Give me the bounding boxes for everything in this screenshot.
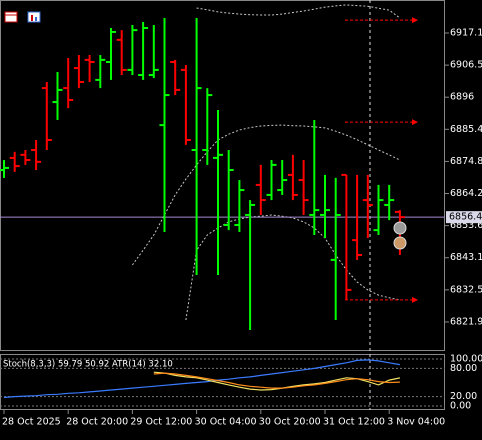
- ohlc-bar: [148, 24, 159, 79]
- indicator-line: [131, 124, 401, 266]
- ohlc-bar: [52, 72, 63, 120]
- indicator-line: [3, 359, 400, 399]
- indicator-frame: [0, 354, 445, 410]
- icon-bar: [31, 15, 33, 21]
- ohlc-bar: [84, 55, 95, 83]
- x-tick-label: 31 Oct 12:00: [323, 417, 385, 428]
- ohlc-bar: [341, 173, 352, 300]
- ohlc-bar: [223, 150, 234, 231]
- x-tick-label: 30 Oct 04:00: [195, 417, 257, 428]
- x-tick-label: 28 Oct 2025: [2, 417, 61, 428]
- ohlc-bar: [362, 174, 373, 239]
- order-arrow: [412, 119, 418, 126]
- trade-icon: [393, 236, 407, 250]
- y-tick-label: 80.00: [450, 363, 477, 374]
- x-tick-label: 3 Nov 04:00: [387, 417, 445, 428]
- order-arrow: [412, 17, 418, 24]
- order-arrow: [412, 296, 418, 303]
- ohlc-bar: [202, 88, 213, 165]
- y-tick-label: 20.00: [450, 391, 477, 402]
- ohlc-bar: [320, 174, 330, 239]
- indicator-line: [185, 214, 400, 321]
- ohlc-bar: [9, 151, 20, 172]
- ohlc-bar: [309, 119, 320, 235]
- ohlc-bar: [191, 17, 202, 276]
- y-tick-label: 6906.58: [450, 60, 482, 71]
- ohlc-bar: [277, 160, 288, 195]
- ohlc-bar: [116, 30, 127, 76]
- y-tick-label: 6821.94: [450, 316, 482, 327]
- y-tick-label: 6843.1: [450, 252, 482, 263]
- ohlc-bar: [298, 160, 309, 215]
- indicator-line: [153, 372, 400, 389]
- y-tick-label: 100.00: [450, 354, 482, 365]
- ohlc-bar: [20, 150, 31, 165]
- ohlc-bar: [95, 55, 106, 89]
- trade-icon: [393, 221, 407, 235]
- ohlc-bar: [0, 160, 9, 178]
- ohlc-bar: [180, 65, 191, 145]
- ohlc-bar: [245, 200, 256, 330]
- ohlc-bar: [159, 17, 170, 232]
- icon-bar: [35, 17, 37, 21]
- icon-table[interactable]: [4, 11, 18, 23]
- x-tick-label: 29 Oct 12:00: [130, 417, 192, 428]
- ohlc-bar: [287, 154, 298, 201]
- y-tick-label: 6885.42: [450, 124, 482, 135]
- ohlc-bar: [384, 184, 395, 221]
- y-tick-label: 6832.52: [450, 284, 482, 295]
- current-price-label: 6856.48: [449, 212, 482, 223]
- ohlc-bar: [266, 160, 277, 201]
- ohlc-bar: [63, 58, 74, 109]
- ohlc-bar: [138, 21, 149, 80]
- ohlc-bar: [255, 164, 266, 215]
- indicator-title: Stoch(8,3,3) 59.79 50.92 ATR(14) 32.10: [3, 360, 173, 370]
- icon-chart[interactable]: [27, 11, 41, 23]
- toolbar-icons[interactable]: [4, 11, 41, 23]
- y-tick-label: 6853.68: [450, 220, 482, 231]
- x-tick-label: 28 Oct 20:00: [66, 417, 128, 428]
- ohlc-bar: [127, 24, 138, 76]
- ohlc-bar: [373, 184, 384, 235]
- x-tick-label: 30 Oct 20:00: [259, 417, 321, 428]
- main-frame: [0, 0, 445, 351]
- y-tick-label: 0.00: [450, 401, 471, 412]
- ohlc-bar: [234, 180, 245, 232]
- y-tick-label: 6896: [450, 92, 474, 103]
- y-tick-label: 6917.16: [450, 27, 482, 38]
- ohlc-bar: [352, 174, 363, 260]
- y-tick-label: 6864.26: [450, 188, 482, 199]
- y-tick-label: 6874.84: [450, 156, 482, 167]
- ohlc-bar: [213, 109, 223, 276]
- ohlc-bar: [170, 59, 181, 96]
- current-price-box: [446, 211, 482, 224]
- ohlc-bar: [31, 139, 42, 171]
- ohlc-bar: [106, 28, 116, 80]
- ohlc-bar: [330, 177, 341, 320]
- ohlc-bar: [41, 82, 52, 151]
- ohlc-bar: [73, 55, 84, 89]
